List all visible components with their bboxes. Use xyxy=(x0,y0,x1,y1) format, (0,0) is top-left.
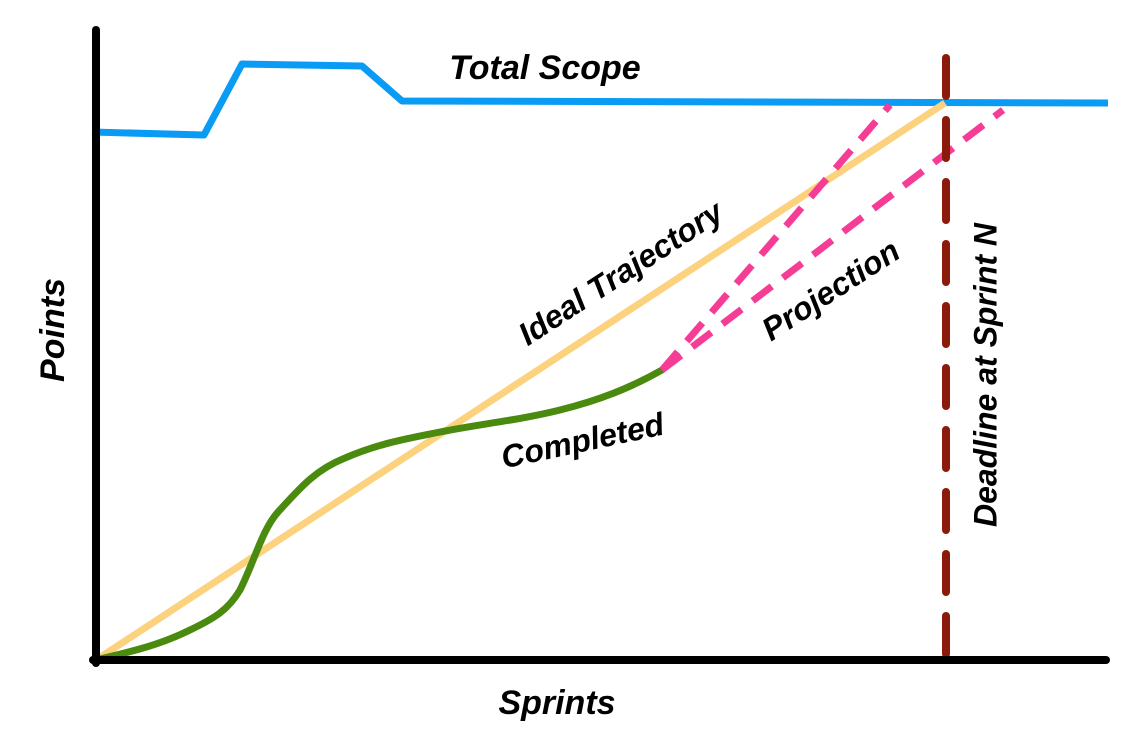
projection-line xyxy=(659,102,893,373)
total-scope-line xyxy=(91,60,1109,139)
projection-line xyxy=(659,107,1006,373)
x-axis-label: Sprints xyxy=(498,684,615,722)
projection-label: Projection xyxy=(755,232,906,347)
ideal-line xyxy=(94,100,947,663)
deadline-label: Deadline at Sprint N xyxy=(967,222,1003,527)
total-scope-label: Total Scope xyxy=(449,49,640,87)
completed-line xyxy=(92,366,666,664)
y-axis-label: Points xyxy=(34,278,72,382)
